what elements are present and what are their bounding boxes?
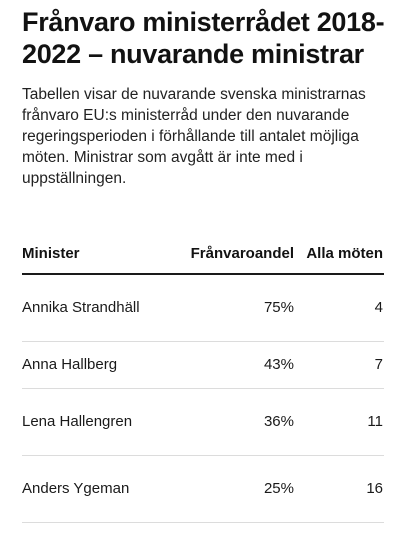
all-meetings-count: 4 xyxy=(300,274,384,342)
all-meetings-count: 11 xyxy=(300,388,384,456)
all-meetings-count: 7 xyxy=(300,341,384,389)
header-row: Minister Frånvaroandel Alla möten xyxy=(22,244,384,275)
absence-share: 43% xyxy=(154,341,300,389)
minister-name: Anders Ygeman xyxy=(22,455,154,523)
all-meetings-count: 16 xyxy=(300,455,384,523)
minister-name: Lena Hallengren xyxy=(22,388,154,456)
table-header: Minister Frånvaroandel Alla möten xyxy=(22,244,384,275)
absence-share: 25% xyxy=(154,455,300,523)
table-row: Anders Ygeman 25% 16 xyxy=(22,455,384,523)
absence-share: 36% xyxy=(154,388,300,456)
page-title: Frånvaro ministerrådet 2018-2022 – nuvar… xyxy=(22,7,385,69)
table-body: Annika Strandhäll 75% 4 Anna Hallberg 43… xyxy=(22,274,384,523)
table-row: Anna Hallberg 43% 7 xyxy=(22,341,384,389)
table-description: Tabellen visar de nuvarande svenska mini… xyxy=(22,86,366,187)
column-header-share: Frånvaroandel xyxy=(154,244,300,275)
column-header-all-meetings: Alla möten xyxy=(300,244,384,275)
absence-share: 75% xyxy=(154,274,300,342)
minister-name: Annika Strandhäll xyxy=(22,274,154,342)
table-row: Lena Hallengren 36% 11 xyxy=(22,388,384,456)
table-row: Annika Strandhäll 75% 4 xyxy=(22,274,384,342)
minister-name: Anna Hallberg xyxy=(22,341,154,389)
column-header-minister: Minister xyxy=(22,244,154,275)
absence-table: Minister Frånvaroandel Alla möten Annika… xyxy=(22,244,384,523)
